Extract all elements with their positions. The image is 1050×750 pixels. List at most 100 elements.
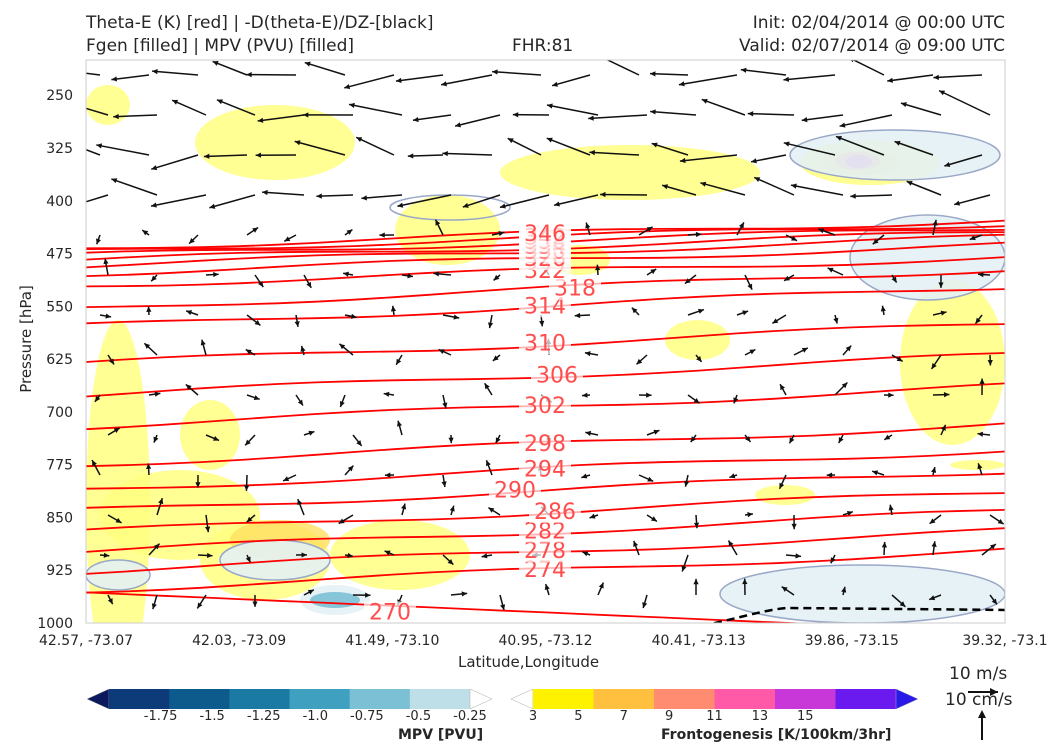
wind-vector-head	[96, 143, 103, 149]
wind-vector	[944, 154, 983, 167]
wind-vector	[589, 151, 640, 156]
wind-vector-head	[461, 591, 468, 597]
cb-fgen-tick-1: 5	[574, 709, 582, 724]
wind-vector-head	[781, 586, 788, 592]
wind-vector-head	[441, 481, 447, 488]
wind-vector-head	[850, 193, 856, 199]
wind-vector-head	[507, 138, 514, 144]
wind-vector-head	[631, 307, 638, 314]
wind-vector-head	[433, 271, 440, 277]
wind-vector-head	[880, 305, 886, 312]
cb-fgen-swatch	[775, 689, 836, 709]
wind-vector	[344, 74, 395, 89]
wind-vector-head	[906, 180, 913, 186]
wind-vector-head	[200, 339, 206, 346]
wind-vector-head	[481, 553, 488, 559]
wind-vector-head	[349, 102, 355, 108]
wind-vector-head	[574, 312, 581, 319]
cb-mpv-tick-1: -1.5	[199, 709, 224, 724]
theta-e-label-bg	[519, 520, 571, 543]
wind-vector-head	[245, 439, 251, 446]
wind-vector	[397, 194, 452, 207]
wind-vector-head	[172, 99, 179, 105]
cb-mpv-swatch	[109, 689, 170, 709]
wind-vector-head	[151, 202, 157, 208]
wind-vector-head	[990, 544, 996, 550]
y-tick-label-550: 550	[46, 299, 73, 315]
wind-vector-head	[189, 238, 195, 244]
wind-vector-head	[253, 395, 260, 401]
cb-mpv-tick-6: -0.25	[453, 709, 487, 724]
fgen-patch	[755, 485, 815, 505]
wind-vector-head	[841, 382, 848, 389]
wind-vector-head	[103, 552, 110, 558]
fgen-patch	[950, 460, 1005, 470]
wind-vector-head	[651, 142, 658, 148]
wind-vector-head	[582, 551, 589, 557]
y-axis: 250 325 400 475 550 625 700 775 850 925 1000	[37, 88, 73, 632]
cb-mpv-tick-5: -0.5	[406, 709, 431, 724]
wind-vector-head	[826, 472, 833, 478]
fgen-patch	[665, 320, 730, 360]
wind-vector	[790, 184, 844, 196]
wind-vector-head	[696, 356, 702, 362]
wind-vector-head	[397, 202, 404, 208]
cb-mpv-arrow-left	[86, 688, 110, 710]
wind-vector-head	[379, 232, 385, 238]
wind-vector-head	[939, 90, 946, 96]
cb-mpv-swatch	[169, 689, 230, 709]
wind-vector	[151, 154, 199, 170]
wind-vector	[86, 72, 101, 76]
wind-vector-head	[46, 134, 52, 139]
wind-vector	[551, 74, 591, 87]
wind-vector-head	[693, 398, 700, 404]
wind-vector-head	[435, 219, 441, 226]
wind-vector-head	[783, 141, 790, 147]
wind-vector	[294, 140, 346, 156]
wind-vector-head	[401, 503, 407, 510]
wind-vector	[361, 194, 403, 200]
theta-e-label-290: 290	[494, 479, 536, 504]
wind-vector-head	[185, 384, 192, 390]
dashed-contour	[709, 606, 1005, 623]
wind-vector	[395, 74, 444, 82]
wind-vector-head	[887, 77, 893, 83]
wind-vector-head	[73, 202, 79, 207]
wind-vector	[316, 194, 354, 198]
wind-vector	[111, 178, 158, 196]
wind-vector-head	[801, 347, 808, 353]
wind-vector-head	[493, 274, 500, 281]
cb-mpv-swatch	[229, 689, 290, 709]
wind-vector-head	[407, 273, 414, 279]
wind-vector-head	[647, 476, 654, 482]
wind-vector	[835, 135, 885, 156]
wind-vector-head	[347, 552, 354, 558]
wind-vector-head	[931, 363, 937, 369]
wind-vector-head	[835, 135, 842, 141]
wind-vector-head	[598, 582, 604, 589]
wind-vector-head	[301, 552, 307, 558]
cb-fgen-tick-0: 3	[529, 709, 537, 724]
x-tick-label-0: 42.57, -73.07	[39, 633, 133, 649]
wind-vector-head	[991, 598, 998, 605]
cb-fgen-tick-3: 9	[665, 709, 673, 724]
wind-vector-head	[581, 473, 588, 479]
wind-vector-head	[339, 400, 345, 407]
wind-vector-head	[931, 541, 937, 547]
wind-vector-head	[653, 429, 660, 435]
wind-vector	[150, 194, 207, 207]
wind-vector-head	[783, 76, 790, 82]
wind-vector-head	[684, 480, 690, 487]
mpv-patch	[220, 540, 330, 580]
wind-vector-head	[485, 460, 491, 467]
wind-vector-head	[153, 543, 160, 550]
wind-vector-head	[589, 513, 596, 519]
x-tick-label-5: 39.86, -73.15	[805, 633, 899, 649]
wind-vector	[86, 148, 101, 156]
wind-vector-head	[512, 112, 519, 118]
y-tick-label-475: 475	[46, 247, 73, 263]
wind-vector-head	[888, 504, 894, 511]
wind-vector-head	[213, 271, 219, 278]
wind-vector	[933, 74, 983, 79]
wind-vector-head	[144, 343, 151, 349]
